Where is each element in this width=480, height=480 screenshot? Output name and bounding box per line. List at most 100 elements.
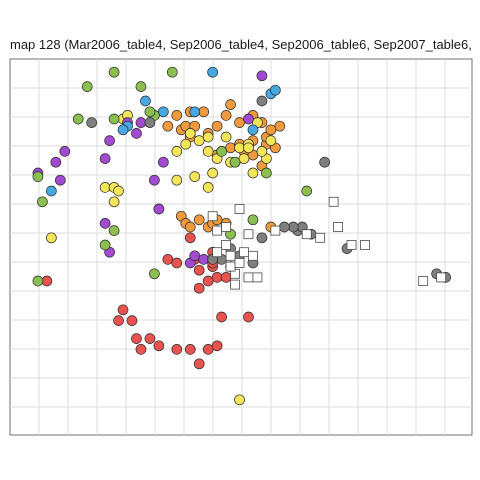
data-point [265,124,277,136]
data-point [113,185,124,197]
data-point [144,117,156,128]
data-point [99,239,111,251]
data-point-square [418,276,429,286]
data-points [32,66,451,406]
data-point-square [243,229,254,240]
data-point [202,275,214,287]
data-point [113,315,124,326]
data-point [247,214,259,226]
data-point [256,146,268,157]
data-point [211,120,223,132]
data-point [193,135,205,146]
data-point-square [270,225,281,236]
data-point [189,171,201,182]
data-point [247,124,259,136]
data-point [234,117,245,128]
data-point [220,131,232,143]
data-point [234,142,245,154]
data-point [149,268,160,280]
data-point [72,113,84,125]
data-point [220,110,232,121]
data-point-square [436,272,447,283]
data-point [171,146,183,157]
data-point [193,214,205,226]
data-point [256,70,268,82]
data-point [37,196,48,208]
data-point [225,99,236,110]
data-point [117,124,129,136]
data-point [202,344,214,355]
data-point [270,84,281,96]
data-point [135,344,147,355]
data-point-square [252,272,263,283]
data-point-square [243,272,254,283]
data-point [211,340,223,352]
data-point [184,344,196,355]
data-point [171,344,183,355]
data-point [193,282,205,294]
data-point [108,113,120,125]
data-point-square [230,279,240,290]
data-point-square [221,240,231,250]
data-point [149,174,160,186]
data-point [216,311,227,323]
data-point [171,174,183,186]
data-point-square [301,229,312,240]
data-point [144,106,156,118]
data-point-square [212,247,223,258]
data-point [108,66,120,78]
data-point [166,66,178,78]
data-point [220,272,232,283]
data-point-square [239,247,249,258]
data-point [184,232,196,244]
data-point-square [333,222,343,232]
data-point [32,275,44,287]
data-point-square [315,232,326,243]
data-point [86,117,98,128]
data-point-square [328,196,339,207]
data-point-square [225,261,236,272]
data-point [193,264,205,276]
data-point [99,218,111,229]
data-point [211,272,223,283]
data-point [99,182,111,193]
data-point [243,113,254,125]
data-point [216,146,227,157]
data-point [238,153,250,164]
data-point [198,106,210,118]
data-point [144,333,156,344]
data-point [131,333,142,344]
data-point [32,171,44,182]
data-point [180,138,192,150]
data-point [301,185,313,197]
data-point [46,232,57,244]
data-point [202,131,214,143]
data-point [162,120,174,132]
data-point [99,153,111,164]
data-point [198,254,210,265]
data-point [234,394,245,406]
data-point [207,66,218,78]
data-point [184,128,196,139]
data-point [108,196,120,208]
data-point [278,221,290,233]
data-point [153,203,165,215]
data-point [171,110,183,121]
data-point [247,167,259,179]
data-point [135,81,147,92]
data-point [243,142,254,154]
data-point [158,156,169,168]
data-point [158,106,169,118]
data-point [131,128,142,139]
data-point-square [234,258,245,268]
data-point [207,167,218,179]
data-point [59,146,71,157]
data-point [171,257,183,269]
data-point-square [221,222,231,232]
data-point [287,221,299,233]
data-point [135,117,147,128]
data-point-square [234,204,245,214]
data-point-square [360,240,370,250]
data-point-square [207,211,218,222]
